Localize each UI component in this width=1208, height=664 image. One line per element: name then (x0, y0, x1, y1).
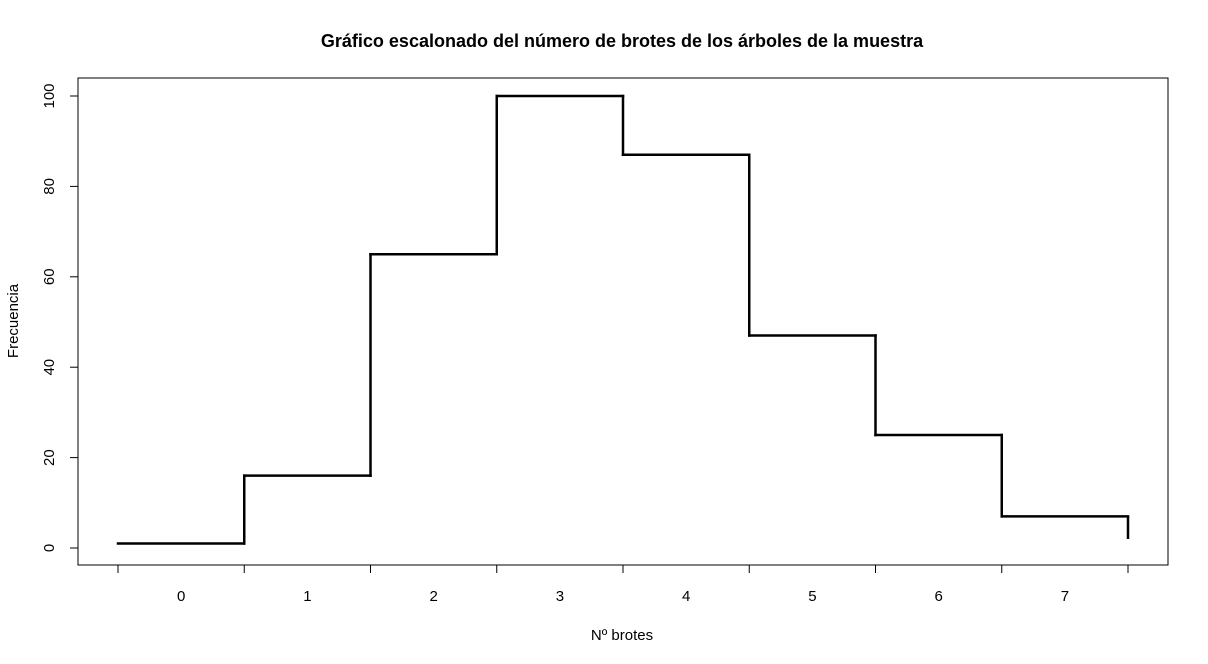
chart-title: Gráfico escalonado del número de brotes … (321, 31, 924, 51)
x-axis-label: Nº brotes (591, 627, 653, 644)
x-tick-label: 6 (934, 588, 942, 605)
y-axis: 0 20 40 60 80 100 (41, 83, 79, 552)
y-tick-label: 20 (41, 449, 58, 466)
x-tick-label: 3 (556, 588, 564, 605)
y-tick-label: 80 (41, 178, 58, 195)
x-tick-label: 0 (177, 588, 185, 605)
y-tick-label: 40 (41, 359, 58, 376)
x-tick-label: 7 (1061, 588, 1069, 605)
y-tick-label: 60 (41, 268, 58, 285)
y-axis-label: Frecuencia (5, 283, 22, 358)
x-axis: 0 1 2 3 4 5 6 7 (117, 564, 1129, 605)
x-tick-label: 5 (808, 588, 816, 605)
x-tick-label: 2 (429, 588, 437, 605)
y-tick-label: 100 (41, 83, 58, 108)
step-series (116, 94, 1130, 545)
y-tick-label: 0 (41, 544, 58, 552)
x-tick-label: 4 (682, 588, 690, 605)
x-tick-label: 1 (303, 588, 311, 605)
